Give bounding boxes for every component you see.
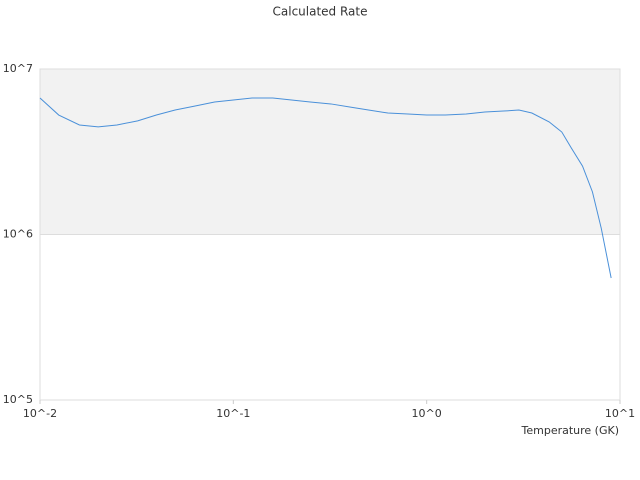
chart-title: Calculated Rate	[273, 5, 368, 19]
shaded-band	[40, 69, 620, 235]
x-axis-label: Temperature (GK)	[521, 424, 620, 437]
x-tick-label: 10^1	[605, 407, 635, 420]
x-tick-label: 10^-2	[23, 407, 57, 420]
y-tick-label: 10^7	[3, 62, 33, 75]
y-tick-label: 10^6	[3, 228, 33, 241]
y-tick-label: 10^5	[3, 393, 33, 406]
x-tick-label: 10^-1	[216, 407, 250, 420]
line-series	[39, 97, 612, 279]
x-tick-label: 10^0	[412, 407, 442, 420]
